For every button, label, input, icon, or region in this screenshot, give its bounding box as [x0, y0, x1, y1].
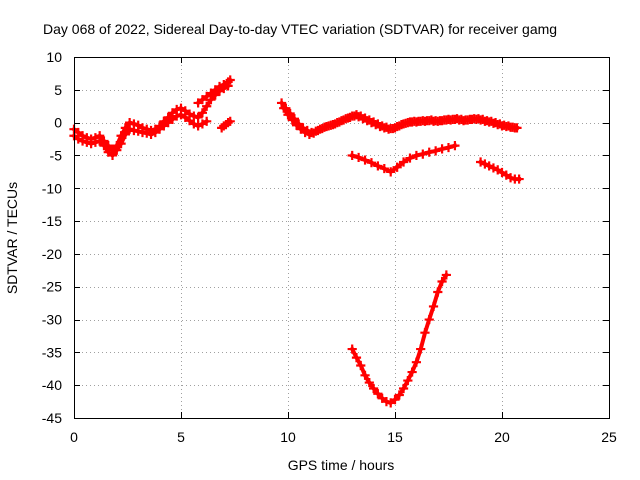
x-tick-label: 5 [177, 429, 185, 445]
y-tick-label: 10 [46, 49, 62, 65]
data-point [202, 116, 212, 126]
data-point [386, 167, 396, 177]
x-axis-label: GPS time / hours [288, 457, 395, 473]
y-tick-label: -15 [42, 213, 62, 229]
data-point [95, 136, 105, 146]
chart-title: Day 068 of 2022, Sidereal Day-to-day VTE… [43, 21, 557, 37]
data-point [356, 360, 366, 371]
data-point [403, 375, 413, 386]
data-point [360, 155, 370, 165]
data-point [398, 383, 409, 394]
data-point [112, 145, 122, 155]
data-point [424, 314, 434, 325]
y-tick-label: 0 [54, 115, 62, 131]
data-point [120, 129, 130, 140]
data-point [450, 141, 460, 151]
data-point [99, 141, 109, 151]
series-track-c [193, 75, 235, 108]
data-point [379, 163, 389, 174]
series-track-g [347, 141, 460, 177]
y-tick-label: -30 [42, 312, 62, 328]
series-track-f [279, 103, 520, 140]
data-point [424, 147, 434, 157]
data-point [351, 353, 362, 363]
data-point [437, 276, 447, 287]
data-points [69, 75, 524, 408]
data-point [441, 270, 451, 280]
y-tick-label: -45 [42, 410, 62, 426]
data-point [366, 158, 377, 168]
data-point [405, 153, 415, 163]
data-point [411, 150, 421, 161]
data-point [373, 161, 383, 171]
data-point [514, 174, 524, 184]
data-point [347, 150, 357, 161]
data-point [411, 357, 421, 367]
data-point [431, 146, 441, 156]
data-point [433, 287, 443, 297]
data-point [360, 370, 370, 380]
y-tick-label: -35 [42, 344, 62, 360]
data-point [390, 395, 400, 405]
data-point [116, 139, 126, 149]
data-point [279, 103, 289, 113]
axis-ticks: 0 5 10 15 20 25 10 5 0 -5 -10 -15 -20 -25 -30 -35 -40 -45 [42, 49, 617, 445]
x-tick-label: 25 [601, 429, 617, 445]
data-point [420, 328, 430, 338]
data-point [443, 142, 454, 153]
data-point [283, 110, 293, 120]
data-point [398, 157, 409, 167]
data-point [287, 115, 297, 125]
data-point [437, 144, 447, 154]
y-tick-label: -5 [50, 147, 63, 163]
data-point [225, 116, 235, 126]
series-band [349, 272, 450, 405]
y-tick-label: -25 [42, 279, 62, 295]
y-tick-label: 5 [54, 82, 62, 98]
grid [74, 57, 609, 418]
data-point [418, 149, 428, 159]
data-point [394, 390, 404, 400]
y-tick-label: -40 [42, 377, 62, 393]
data-point [225, 75, 235, 85]
data-point [107, 150, 118, 161]
y-tick-label: -10 [42, 180, 62, 196]
y-tick-label: -20 [42, 246, 62, 262]
data-point [276, 98, 287, 108]
data-point [202, 101, 212, 111]
data-point [416, 344, 426, 354]
series-track-i [347, 270, 451, 408]
data-point [291, 120, 302, 130]
data-point [369, 383, 379, 394]
data-point [392, 162, 402, 172]
data-point [428, 301, 439, 312]
series-track-d [217, 116, 235, 133]
data-point [373, 389, 383, 399]
data-point [354, 152, 364, 163]
x-tick-label: 10 [280, 429, 296, 445]
data-point [407, 367, 417, 377]
x-tick-label: 20 [494, 429, 510, 445]
y-axis-label: SDTVAR / TECUs [4, 182, 20, 294]
plot-frame [74, 57, 610, 419]
data-point [193, 112, 203, 122]
series-track-h [476, 157, 524, 184]
data-point [347, 344, 357, 354]
data-point [364, 377, 374, 388]
x-tick-label: 15 [387, 429, 403, 445]
data-point [510, 123, 520, 133]
x-tick-label: 0 [70, 429, 78, 445]
data-point [197, 108, 207, 118]
